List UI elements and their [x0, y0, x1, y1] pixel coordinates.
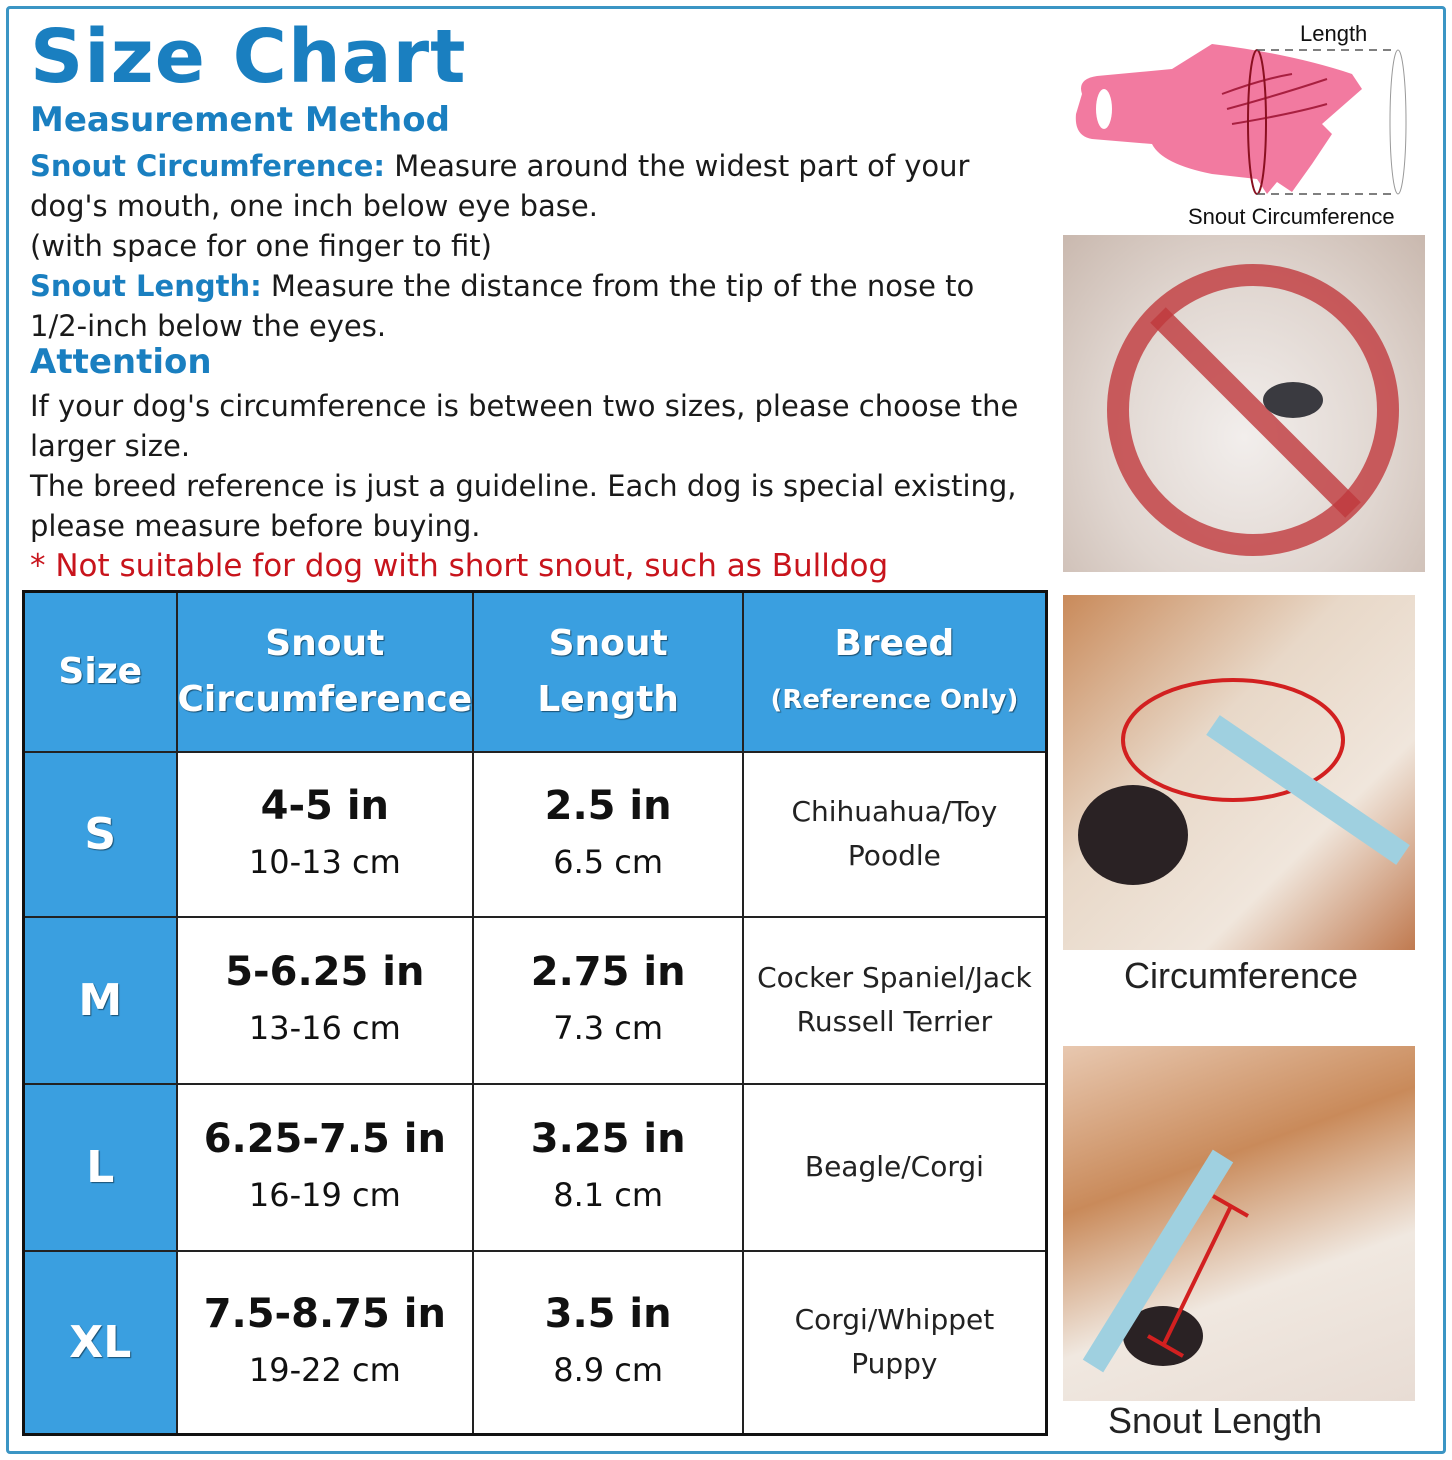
length-cell: 2.5 in 6.5 cm [472, 750, 745, 918]
circumference-cell: 7.5-8.75 in 19-22 cm [175, 1249, 475, 1436]
circumference-instructions: Snout Circumference: Measure around the … [30, 146, 1030, 346]
header-size: Size [22, 590, 178, 753]
size-cell: S [22, 750, 178, 918]
circumference-cell: 6.25-7.5 in 16-19 cm [175, 1082, 475, 1252]
length-label: Snout Length: [30, 269, 262, 303]
photo-circumference [1063, 595, 1415, 950]
header-length: Snout Length [472, 590, 745, 753]
breed-cell: Chihuahua/Toy Poodle [742, 750, 1048, 918]
circumference-diagram-label: Snout Circumference [1188, 204, 1395, 229]
length-text: Measure the distance from the tip of the… [30, 269, 975, 343]
table-header-row: Size Snout Circumference Snout Length Bree… [22, 590, 1048, 753]
attention-text: If your dog's circumference is between t… [30, 386, 1070, 586]
length-cell: 2.75 in 7.3 cm [472, 915, 745, 1085]
header-circumference: Snout Circumference [175, 590, 475, 753]
page-title: Size Chart [30, 14, 467, 100]
length-cell: 3.25 in 8.1 cm [472, 1082, 745, 1252]
attention-line: If your dog's circumference is between t… [30, 389, 1019, 463]
warning-text: * Not suitable for dog with short snout,… [30, 548, 889, 584]
photo-short-snout-dog [1063, 235, 1425, 572]
table-row: M 5-6.25 in 13-16 cm 2.75 in 7.3 cm Cocker… [22, 915, 1048, 1085]
snout-length-caption: Snout Length [1108, 1400, 1323, 1441]
breed-cell: Corgi/Whippet Puppy [742, 1249, 1048, 1436]
circumference-label: Snout Circumference: [30, 149, 385, 183]
measurement-heading: Measurement Method [30, 100, 450, 140]
muzzle-diagram: Length Snout Circumference [1075, 21, 1407, 229]
table-row: S 4-5 in 10-13 cm 2.5 in 6.5 cm Chihuahua/… [22, 750, 1048, 918]
size-cell: XL [22, 1249, 178, 1436]
circumference-caption: Circumference [1124, 955, 1359, 996]
table-row: XL 7.5-8.75 in 19-22 cm 3.5 in 8.9 cm Corg… [22, 1249, 1048, 1436]
size-table: Size Snout Circumference Snout Length Bree… [22, 590, 1048, 1436]
length-cell: 3.5 in 8.9 cm [472, 1249, 745, 1436]
length-diagram-label: Length [1300, 21, 1367, 46]
size-cell: M [22, 915, 178, 1085]
attention-line: The breed reference is just a guideline.… [30, 469, 1017, 543]
breed-cell: Cocker Spaniel/Jack Russell Terrier [742, 915, 1048, 1085]
circumference-cell: 5-6.25 in 13-16 cm [175, 915, 475, 1085]
circumference-cell: 4-5 in 10-13 cm [175, 750, 475, 918]
image-border [6, 6, 1446, 1454]
table-row: L 6.25-7.5 in 16-19 cm 3.25 in 8.1 cm Beag… [22, 1082, 1048, 1252]
breed-cell: Beagle/Corgi [742, 1082, 1048, 1252]
circumference-note: (with space for one finger to fit) [30, 229, 492, 263]
photo-snout-length [1063, 1046, 1415, 1401]
size-cell: L [22, 1082, 178, 1252]
circumference-text: Measure around the widest part of your d… [30, 149, 970, 223]
muzzle-image [1075, 44, 1362, 194]
attention-heading: Attention [30, 342, 212, 382]
header-breed: Breed (Reference Only) [742, 590, 1048, 753]
